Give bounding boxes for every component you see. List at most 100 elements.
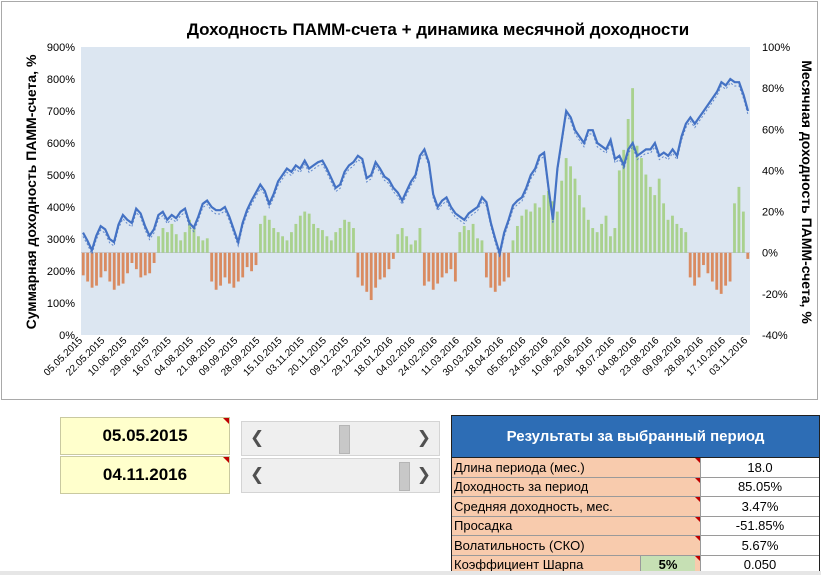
chart-svg: 0% 100% 200% 300% 400% 500% 600% 700% 800% 900% -4… [23,20,815,379]
result-row-sharpe: Коэффициент Шарпа 5% 0.050 [452,555,819,574]
monthly-return-bar [622,149,626,253]
monthly-return-bar [360,252,364,286]
monthly-return-bar [675,223,679,253]
monthly-return-bar [126,252,129,274]
monthly-return-bar [427,252,431,282]
result-row-avg-monthly: Средняя доходность, мес. 3.47% [452,497,819,517]
y-left-tick-label: 800% [47,74,75,86]
monthly-return-bar [139,252,143,278]
monthly-return-bar [422,252,426,286]
monthly-return-bar [440,252,444,278]
monthly-return-bar [746,252,750,259]
result-row-volatility: Волатильность (СКО) 5.67% [452,536,819,556]
monthly-return-bar [648,186,652,253]
monthly-return-bar [418,228,422,253]
monthly-return-bar [165,232,169,253]
monthly-return-bar [134,252,138,270]
monthly-return-bar [431,252,435,290]
monthly-return-bar [130,252,134,263]
end-date-value: 04.11.2016 [102,465,188,484]
monthly-return-bar [281,236,285,253]
monthly-return-bar [387,252,391,270]
result-value: 85.05% [701,477,819,496]
monthly-return-bar [733,203,736,253]
comment-flag-icon [223,457,229,463]
monthly-return-bar [196,236,200,253]
y-right-tick-label: 60% [762,124,784,136]
monthly-return-bar [81,252,85,276]
comment-flag-icon [695,497,700,502]
monthly-return-bar [586,219,590,253]
monthly-return-bar [436,252,440,284]
risk-free-rate-input[interactable]: 5% [640,555,695,574]
monthly-return-bar [143,252,147,276]
y-axis-left-title: Суммарная доходность ПАММ-счета, % [23,54,39,329]
monthly-return-bar [453,252,457,282]
monthly-return-bar [679,228,683,253]
monthly-return-bar [148,252,152,274]
monthly-return-bar [449,252,453,270]
monthly-return-bar [515,225,519,253]
y-right-tick-label: -20% [762,289,788,301]
y-left-tick-label: 600% [47,138,75,150]
chevron-left-icon[interactable]: ❮ [250,428,265,448]
monthly-return-bar [538,207,541,253]
monthly-return-bar [604,215,608,253]
monthly-return-bar [502,252,506,282]
monthly-return-bar [493,252,497,292]
monthly-return-bar [374,252,378,288]
y-right-tick-label: 100% [762,42,790,54]
end-scroll-thumb[interactable] [399,462,410,491]
chevron-right-icon[interactable]: ❯ [416,428,431,448]
monthly-return-bar [228,252,231,284]
chevron-left-icon[interactable]: ❮ [250,465,265,485]
monthly-return-bar [511,240,515,253]
monthly-return-bar [369,252,373,301]
monthly-return-bar [600,223,603,253]
y-left-tick-label: 300% [47,234,75,246]
monthly-return-bar [352,228,355,253]
cumulative-return-line [82,77,750,258]
monthly-return-bar [582,207,586,253]
monthly-return-bar [214,252,218,290]
monthly-return-bar [710,252,714,282]
monthly-return-bar [609,236,612,253]
monthly-return-bar [719,252,723,294]
monthly-return-bar [157,236,160,253]
monthly-return-bar [653,195,657,253]
monthly-return-bar [325,236,329,253]
plot-area [81,47,750,335]
monthly-return-bar [728,252,732,282]
monthly-return-bar [99,252,103,278]
monthly-return-bar [741,211,745,253]
monthly-return-bar [103,252,107,272]
start-date-cell[interactable]: 05.05.2015 [60,417,230,455]
result-value: 18.0 [701,458,819,477]
end-date-cell[interactable]: 04.11.2016 [60,456,230,494]
monthly-return-bar [298,215,302,253]
result-label: Длина периода (мес.) [452,458,701,477]
monthly-return-bar [626,119,630,253]
chevron-right-icon[interactable]: ❯ [416,465,431,485]
monthly-return-bar [183,232,187,253]
sheet-tab-strip [0,571,821,575]
monthly-return-bar [391,252,395,259]
monthly-return-bar [684,232,688,253]
monthly-return-bar [591,228,595,253]
results-title: Результаты за выбранный период [452,416,819,458]
monthly-return-bar [378,252,382,280]
result-label: Средняя доходность, мес. [452,497,701,516]
start-scroll-thumb[interactable] [339,425,350,454]
start-date-scrollbar[interactable]: ❮ ❯ [241,421,440,456]
monthly-return-bar [254,252,258,266]
monthly-return-bar [546,191,550,253]
result-row-drawdown: Просадка -51.85% [452,516,819,536]
result-value: -51.85% [701,516,819,535]
monthly-return-bar [95,252,98,286]
monthly-return-bar [706,252,710,274]
monthly-return-bar [338,228,342,253]
y-right-tick-label: 0% [762,248,778,260]
y-left-tick-label: 200% [47,266,75,278]
y-right-tick-label: 20% [762,207,784,219]
end-date-scrollbar[interactable]: ❮ ❯ [241,458,440,493]
